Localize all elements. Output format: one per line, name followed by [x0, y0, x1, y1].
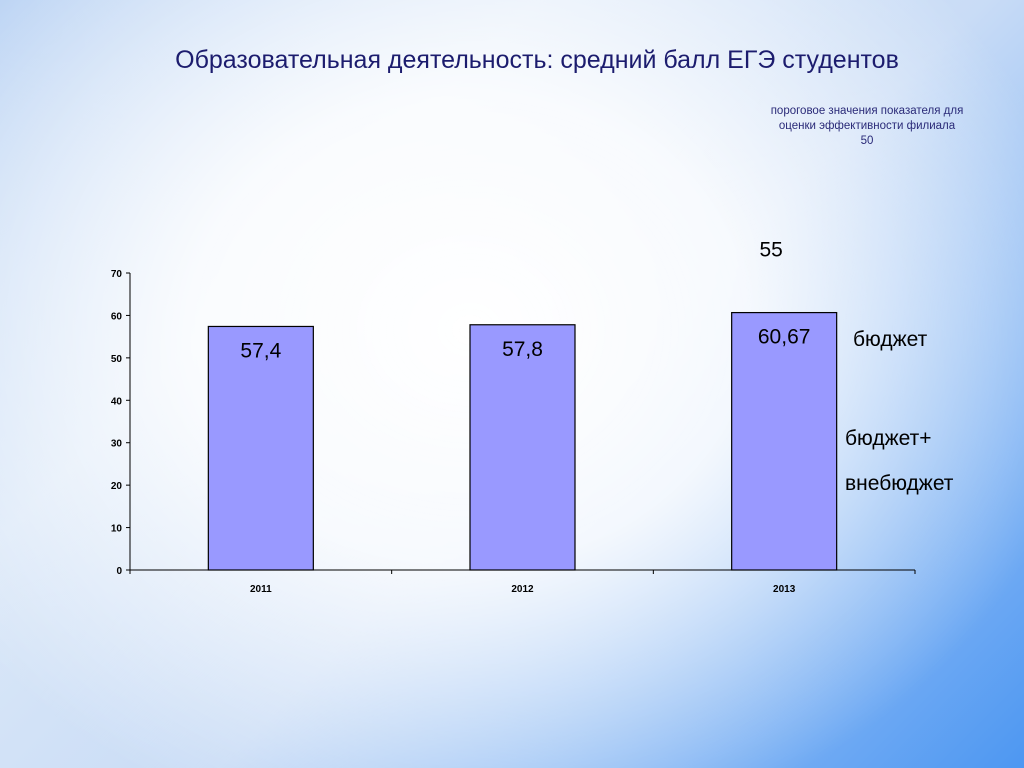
legend-extrabudget: внебюджет — [845, 472, 954, 495]
threshold-line-2: оценки эффективности филиала — [778, 120, 956, 132]
y-tick-label: 20 — [111, 481, 123, 492]
extra-value-label: 55 — [759, 239, 782, 262]
legend-budget: бюджет — [853, 328, 928, 351]
x-tick-label: 2013 — [773, 584, 796, 595]
bar-value-label: 60,67 — [758, 326, 811, 349]
y-tick-label: 0 — [116, 566, 122, 577]
y-tick-label: 50 — [111, 354, 123, 365]
bar-value-label: 57,4 — [240, 339, 281, 362]
y-tick-label: 10 — [111, 524, 123, 535]
legend-budget-plus: бюджет+ — [845, 427, 932, 450]
bar-value-label: 57,8 — [502, 338, 543, 361]
threshold-value: 50 — [860, 135, 874, 147]
y-tick-label: 70 — [111, 269, 123, 280]
x-tick-label: 2012 — [511, 584, 534, 595]
threshold-note: пороговое значения показателя для оценки… — [742, 104, 992, 149]
bar — [469, 324, 576, 571]
y-tick-label: 40 — [111, 396, 123, 407]
x-tick-label: 2011 — [250, 584, 272, 595]
page-title: Образовательная деятельность: средний ба… — [175, 46, 899, 74]
y-tick-label: 30 — [111, 439, 123, 450]
y-tick-label: 60 — [111, 311, 123, 322]
threshold-line-1: пороговое значения показателя для — [770, 105, 964, 117]
bar — [731, 311, 838, 571]
bar — [207, 325, 314, 571]
